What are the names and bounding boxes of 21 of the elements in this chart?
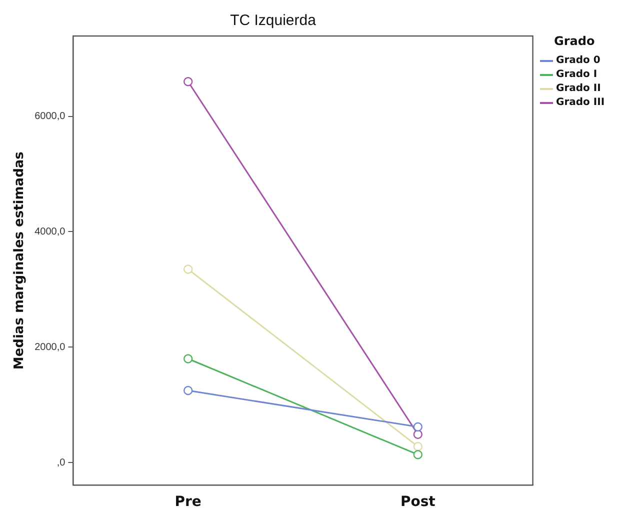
y-tick-label: ,0 [56,457,66,468]
point [183,264,193,274]
x-tick-label: Pre [174,494,202,510]
point [413,442,422,452]
point [413,430,422,439]
y-tick-label: 6000,0 [34,111,66,122]
legend-title: Grado [553,34,596,48]
legend-label: Grado II [556,82,601,96]
point [183,386,193,396]
point [183,354,193,364]
chart-title: TC Izquierda [230,12,317,30]
legend-label: Grado I [556,68,598,82]
y-axis-title: Medias marginales estimadas [12,151,28,370]
legend-label: Grado 0 [556,54,600,68]
legend-label: Grado III [556,96,605,110]
y-tick-label: 4000,0 [34,226,66,238]
x-tick-label: Post [400,494,436,510]
point [413,422,422,432]
y-tick-label: 2000,0 [34,342,66,353]
point [413,450,422,460]
point [183,77,193,86]
